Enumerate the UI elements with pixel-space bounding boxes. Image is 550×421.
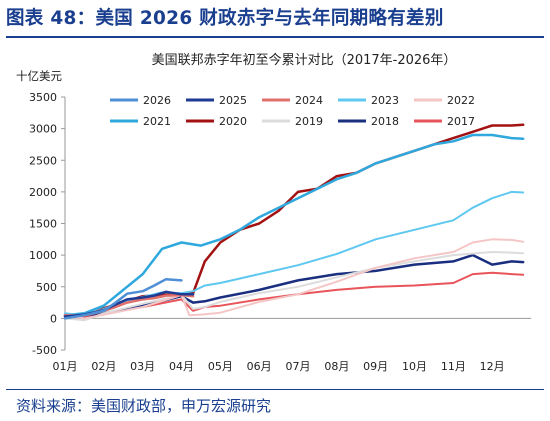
- legend-label-2021: 2021: [143, 115, 171, 128]
- series-line-2019: [64, 251, 525, 322]
- x-tick-label: 01月: [53, 360, 78, 373]
- y-tick-label: 1000: [29, 249, 57, 262]
- y-tick-label: 3500: [29, 91, 57, 104]
- legend-label-2023: 2023: [371, 94, 399, 107]
- y-tick-label: 500: [36, 281, 57, 294]
- legend-label-2019: 2019: [295, 115, 323, 128]
- series-line-2018: [63, 253, 525, 319]
- legend-label-2025: 2025: [219, 94, 247, 107]
- legend: 2026 2025 2024 2023 2022 2021 2020 2019 2018 2017: [110, 94, 475, 128]
- x-tick-label: 09月: [363, 360, 388, 373]
- x-tick-label: 03月: [130, 360, 155, 373]
- y-axis-unit-label: 十亿美元: [16, 69, 62, 83]
- x-tick-label: 11月: [441, 360, 466, 373]
- axes: -500 0 500 1000 1500 2000 2500 3000 3500 01月 02月 03…: [29, 91, 531, 373]
- series-line-2021: [63, 133, 525, 317]
- series-lines: [63, 123, 525, 322]
- source-note: 资料来源：美国财政部，申万宏源研究: [16, 397, 272, 415]
- series-line-2023: [64, 190, 525, 317]
- x-tick-label: 10月: [402, 360, 427, 373]
- legend-label-2022: 2022: [447, 94, 475, 107]
- legend-label-2026: 2026: [143, 94, 171, 107]
- y-tick-label: 2000: [29, 186, 57, 199]
- footer-rule: [6, 389, 544, 390]
- x-tick-label: 12月: [480, 360, 505, 373]
- x-tick-label: 02月: [91, 360, 116, 373]
- chart-title: 美国联邦赤字年初至今累计对比（2017年-2026年）: [152, 52, 457, 68]
- legend-label-2017: 2017: [447, 115, 475, 128]
- series-line-2026: [63, 277, 183, 320]
- figure-title: 图表 48：美国 2026 财政赤字与去年同期略有差别: [6, 8, 444, 29]
- y-tick-label: 3000: [29, 123, 57, 136]
- legend-label-2024: 2024: [295, 94, 323, 107]
- y-tick-label: 0: [50, 312, 57, 325]
- x-tick-label: 07月: [286, 360, 311, 373]
- legend-label-2018: 2018: [371, 115, 399, 128]
- y-tick-label: -500: [32, 344, 57, 357]
- legend-label-2020: 2020: [219, 115, 247, 128]
- x-tick-label: 05月: [208, 360, 233, 373]
- series-line-2022: [64, 238, 525, 320]
- x-tick-label: 04月: [169, 360, 194, 373]
- title-rule: [6, 36, 544, 38]
- x-tick-label: 06月: [247, 360, 272, 373]
- y-tick-label: 1500: [29, 218, 57, 231]
- y-tick-label: 2500: [29, 154, 57, 167]
- x-tick-label: 08月: [324, 360, 349, 373]
